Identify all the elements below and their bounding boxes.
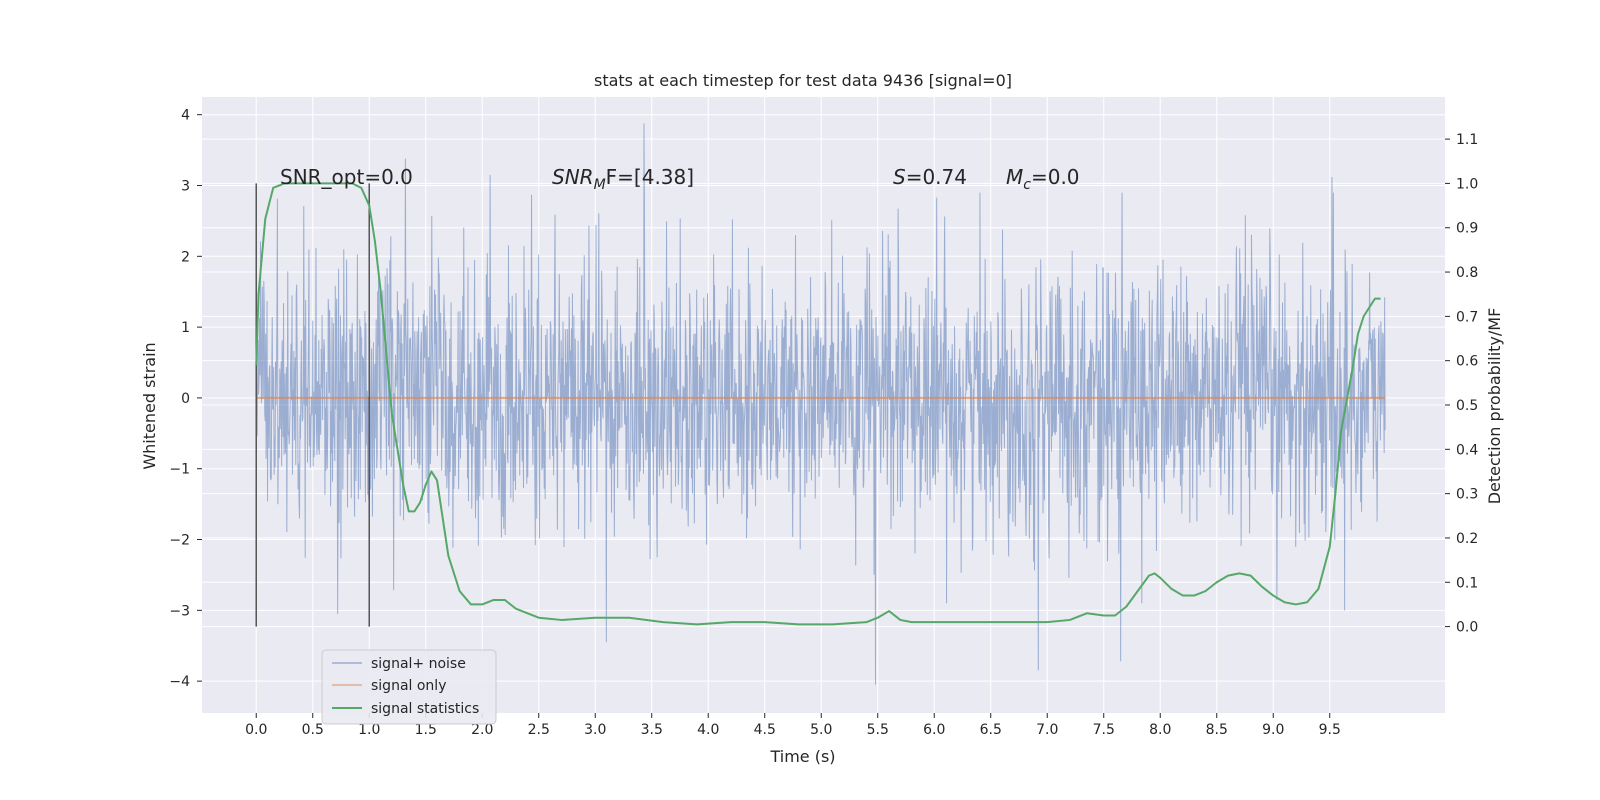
legend-label-signal-statistics: signal statistics <box>371 701 479 717</box>
y-tick-label: −3 <box>169 603 190 619</box>
x-tick-label: 7.0 <box>1036 722 1058 738</box>
y2-tick-label: 0.4 <box>1456 442 1478 458</box>
x-tick-label: 4.5 <box>754 722 776 738</box>
y2-tick-label: 1.1 <box>1456 132 1478 148</box>
x-tick-label: 1.5 <box>415 722 437 738</box>
y-tick-label: 3 <box>181 179 190 195</box>
y2-tick-label: 0.3 <box>1456 487 1478 503</box>
legend-label-signal-noise: signal+ noise <box>371 656 466 672</box>
y2-tick-label: 0.5 <box>1456 398 1478 414</box>
y2-tick-label: 0.0 <box>1456 620 1478 636</box>
y-axis-ticks: 4 3 2 1 0 −1 −2 −3 −4 <box>169 108 202 690</box>
x-tick-label: 6.5 <box>980 722 1002 738</box>
annotation-snr-opt: SNR_opt=0.0 <box>280 165 413 189</box>
legend: signal+ noise signal only signal statist… <box>321 649 497 725</box>
y2-axis-label: Detection probability/MF <box>1485 308 1504 505</box>
x-tick-label: 8.5 <box>1206 722 1228 738</box>
y-tick-label: −1 <box>169 462 190 478</box>
x-tick-label: 7.5 <box>1093 722 1115 738</box>
x-tick-label: 9.5 <box>1319 722 1341 738</box>
annotation-mc: Mc=0.0 <box>1006 165 1080 193</box>
x-tick-label: 6.0 <box>923 722 945 738</box>
annotation-snr-mf: SNRMF=[4.38] <box>552 165 694 193</box>
x-tick-label: 3.0 <box>584 722 606 738</box>
y-tick-label: −2 <box>169 533 190 549</box>
x-tick-label: 5.5 <box>867 722 889 738</box>
y2-tick-label: 0.9 <box>1456 221 1478 237</box>
x-tick-label: 4.0 <box>697 722 719 738</box>
y2-axis-ticks: 1.1 1.0 0.9 0.8 0.7 0.6 0.5 0.4 0.3 0.2 0.1 0.0 <box>1445 132 1478 636</box>
x-tick-label: 2.0 <box>471 722 493 738</box>
y2-tick-label: 0.6 <box>1456 354 1478 370</box>
y2-tick-label: 0.8 <box>1456 265 1478 281</box>
legend-box <box>321 649 497 725</box>
series-signal-statistics <box>255 182 1381 626</box>
x-axis-label: Time (s) <box>769 747 835 766</box>
x-tick-label: 2.5 <box>528 722 550 738</box>
x-tick-label: 9.0 <box>1262 722 1284 738</box>
y-tick-label: 1 <box>181 320 190 336</box>
signal-statistics-line <box>255 182 1381 626</box>
y-tick-label: 0 <box>181 391 190 407</box>
x-tick-label: 3.5 <box>641 722 663 738</box>
x-tick-label: 8.0 <box>1149 722 1171 738</box>
y-axis-label: Whitened strain <box>140 342 159 469</box>
y2-tick-label: 1.0 <box>1456 176 1478 192</box>
marker-lines <box>255 183 370 627</box>
x-tick-label: 1.0 <box>358 722 380 738</box>
y2-tick-label: 0.2 <box>1456 531 1478 547</box>
y-tick-label: 4 <box>181 108 190 124</box>
series-signal-noise <box>255 123 1386 685</box>
x-tick-label: 0.0 <box>245 722 267 738</box>
x-axis-ticks: 0.0 0.5 1.0 1.5 2.0 2.5 3.0 3.5 4.0 4.5 5.0 5.5 6.0 6… <box>245 713 1341 738</box>
y-tick-label: 2 <box>181 249 190 265</box>
annotation-s: S=0.74 <box>893 165 967 189</box>
legend-label-signal-only: signal only <box>371 678 446 694</box>
y2-tick-label: 0.7 <box>1456 309 1478 325</box>
x-tick-label: 0.5 <box>302 722 324 738</box>
y2-tick-label: 0.1 <box>1456 575 1478 591</box>
x-tick-label: 5.0 <box>810 722 832 738</box>
y-tick-label: −4 <box>169 674 190 690</box>
chart-title: stats at each timestep for test data 943… <box>594 71 1012 90</box>
annotations: SNR_opt=0.0 SNRMF=[4.38] S=0.74 Mc=0.0 <box>280 165 1080 193</box>
signal-noise-line <box>255 123 1386 685</box>
